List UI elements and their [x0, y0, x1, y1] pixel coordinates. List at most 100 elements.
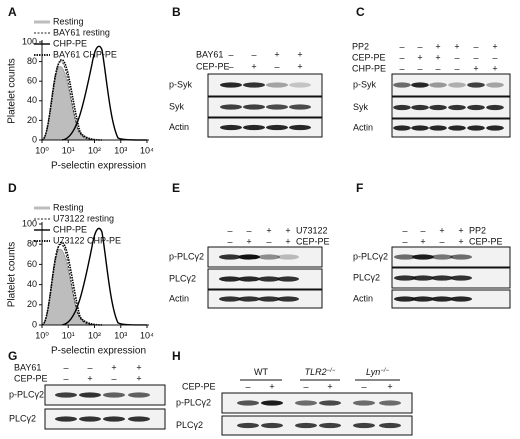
panel-letter: B — [172, 5, 181, 19]
blot-band — [266, 124, 288, 131]
row-label: Syk — [353, 102, 369, 112]
blot-band — [295, 422, 317, 429]
panel-letter: A — [8, 5, 17, 19]
blot-band — [55, 416, 77, 422]
blot-band — [412, 254, 434, 260]
condition-label: PP2 — [469, 225, 486, 235]
y-axis-label: Platelet counts — [7, 58, 18, 124]
condition-mark: – — [251, 49, 256, 59]
condition-label: BAY61 — [196, 49, 223, 59]
group-label: WT — [254, 367, 268, 377]
blot-band — [448, 125, 466, 131]
condition-mark: – — [87, 362, 92, 372]
condition-mark: + — [246, 236, 251, 246]
condition-label: CEP-PE — [352, 52, 386, 62]
blot-band — [411, 104, 429, 111]
condition-label: CEP-PE — [182, 381, 216, 391]
blot-band — [450, 275, 472, 281]
blot-band — [277, 296, 299, 302]
blot-band — [219, 254, 241, 260]
y-tick-label: 40 — [27, 95, 37, 105]
blot-band — [243, 104, 265, 110]
condition-mark: – — [473, 52, 478, 62]
blot-band — [467, 104, 485, 111]
condition-mark: – — [439, 236, 444, 246]
condition-mark: + — [269, 381, 274, 391]
legend-label: U73122 CHP-PE — [53, 235, 121, 245]
blot-band — [243, 82, 265, 88]
condition-label: CEP-PE — [14, 373, 48, 383]
blot-band — [103, 392, 125, 398]
condition-mark: + — [87, 373, 92, 383]
blot-band — [266, 82, 288, 88]
condition-mark: – — [227, 236, 232, 246]
legend-label: U73122 resting — [53, 213, 114, 223]
condition-mark: – — [228, 61, 233, 71]
y-axis-label: Platelet counts — [7, 242, 18, 308]
condition-mark: – — [417, 63, 422, 73]
blot-band — [238, 254, 260, 260]
blot-band — [394, 254, 416, 260]
blot-band — [55, 392, 77, 398]
row-label: PLCγ2 — [169, 273, 196, 283]
condition-label: CHP-PE — [352, 63, 386, 73]
x-tick-label: 10³ — [114, 330, 127, 340]
blot-band — [258, 296, 280, 302]
condition-mark: + — [327, 381, 332, 391]
blot-band — [353, 400, 375, 406]
blot-band — [237, 400, 259, 406]
blot-band — [411, 82, 429, 88]
group-name: WT — [254, 367, 268, 377]
blot-band — [448, 82, 466, 88]
row-label: PLCγ2 — [353, 272, 380, 282]
condition-mark: – — [402, 225, 407, 235]
legend-label: Resting — [53, 202, 84, 212]
condition-label: CEP-PE — [296, 236, 330, 246]
y-tick-label: 20 — [27, 115, 37, 125]
condition-mark: + — [417, 52, 422, 62]
y-tick-label: 100 — [22, 36, 37, 46]
y-tick-label: 80 — [27, 56, 37, 66]
blot-band — [238, 296, 260, 302]
blot-band — [128, 416, 150, 422]
panel-letter: D — [8, 181, 17, 195]
condition-mark: – — [435, 63, 440, 73]
blot-band — [431, 296, 453, 302]
condition-mark: – — [454, 63, 459, 73]
blot-band — [243, 124, 265, 131]
legend-label: Resting — [53, 16, 84, 26]
condition-mark: – — [63, 362, 68, 372]
group-superscript: −/− — [380, 368, 389, 374]
blot-band — [258, 276, 280, 282]
panel-letter: H — [172, 349, 181, 363]
condition-mark: + — [387, 381, 392, 391]
condition-mark: – — [420, 225, 425, 235]
blot-band — [237, 422, 259, 429]
legend-label: BAY61 resting — [53, 27, 110, 37]
blot-band — [486, 82, 504, 88]
condition-mark: + — [458, 236, 463, 246]
blot-band — [450, 296, 472, 302]
condition-label: PP2 — [352, 41, 369, 51]
condition-mark: – — [245, 381, 250, 391]
blot-band — [295, 400, 317, 406]
blot-band — [431, 275, 453, 281]
blot-band — [261, 400, 283, 406]
blot-band — [277, 254, 299, 260]
condition-mark: + — [297, 61, 302, 71]
condition-mark: – — [473, 41, 478, 51]
condition-mark: + — [297, 49, 302, 59]
blot-band — [429, 125, 447, 131]
row-label: Actin — [169, 122, 189, 132]
row-label: p-Syk — [353, 79, 377, 89]
group-label: TLR2−/− — [305, 367, 336, 377]
row-label: Actin — [169, 293, 189, 303]
legend-label: CHP-PE — [53, 224, 87, 234]
blot-band — [431, 254, 453, 260]
blot-band — [258, 254, 280, 260]
blot-band — [128, 392, 150, 398]
group-superscript: −/− — [327, 368, 336, 374]
blot-band — [79, 416, 101, 422]
condition-mark: – — [417, 41, 422, 51]
condition-mark: – — [274, 61, 279, 71]
